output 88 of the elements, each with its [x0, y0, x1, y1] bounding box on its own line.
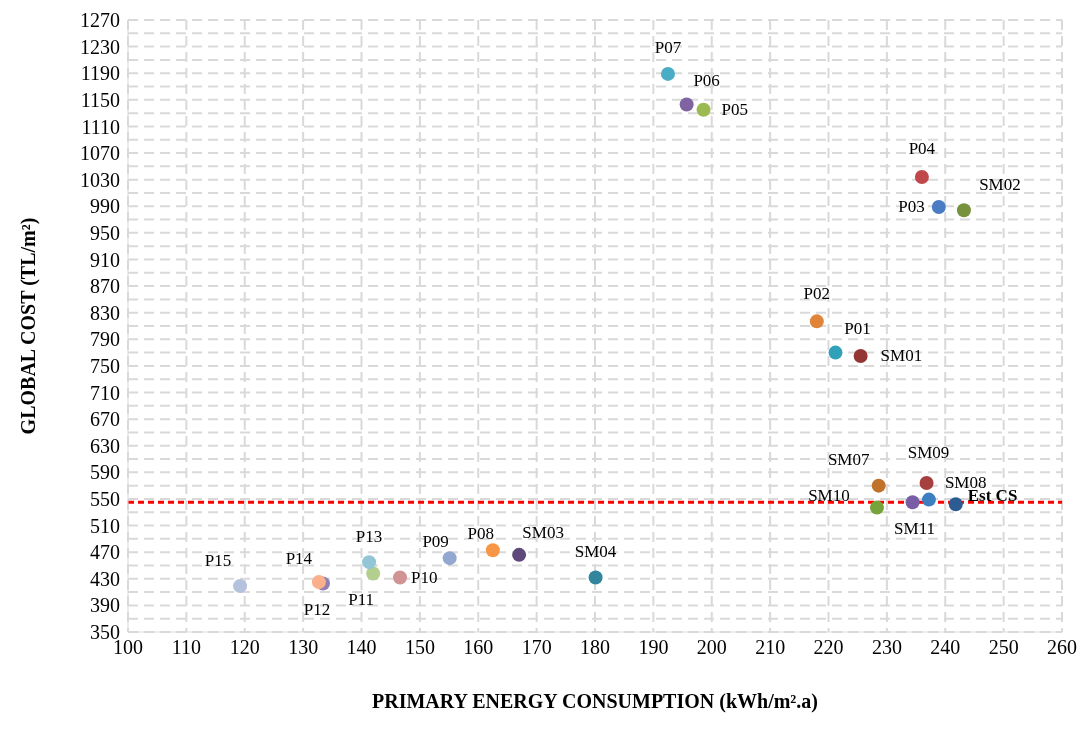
y-tick-label: 1230 — [80, 35, 120, 58]
x-tick-label: 210 — [755, 636, 786, 659]
y-tick-label: 710 — [90, 381, 120, 404]
x-tick-label: 240 — [930, 636, 961, 659]
point — [948, 497, 963, 512]
point — [919, 475, 934, 490]
series-label: SM01 — [880, 346, 923, 366]
y-tick-label: 510 — [90, 514, 120, 537]
series-label: P06 — [693, 70, 720, 90]
point — [914, 169, 929, 184]
y-tick-label: 990 — [90, 195, 120, 218]
x-tick-label: 230 — [871, 636, 902, 659]
point — [679, 97, 694, 112]
x-tick-label: 140 — [346, 636, 377, 659]
x-tick-label: 110 — [171, 636, 202, 659]
point — [956, 203, 971, 218]
series-label: SM02 — [979, 174, 1021, 194]
y-tick-label: 790 — [90, 328, 120, 351]
point — [871, 478, 886, 493]
x-tick-label: 160 — [463, 636, 494, 659]
x-tick-label: 260 — [1047, 636, 1077, 659]
x-axis-title: PRIMARY ENERGY CONSUMPTION (kWh/m².a) — [371, 690, 819, 713]
x-tick-label: 130 — [288, 636, 319, 659]
x-tick-label: 190 — [638, 636, 669, 659]
point — [362, 555, 377, 570]
point — [393, 570, 408, 585]
series-label: P05 — [721, 100, 749, 120]
x-tick-label: 180 — [580, 636, 610, 659]
series-label: P04 — [908, 139, 936, 159]
point — [809, 314, 824, 329]
y-tick-label: 1270 — [80, 9, 120, 32]
y-tick-label: 910 — [90, 248, 120, 271]
point — [869, 500, 884, 515]
series-label: P03 — [898, 197, 925, 217]
series-label: P10 — [411, 567, 438, 587]
series-label: P15 — [204, 550, 232, 570]
y-tick-label: 1070 — [80, 142, 120, 165]
point — [485, 543, 500, 558]
x-tick-label: 200 — [696, 636, 727, 659]
y-tick-label: 630 — [90, 434, 120, 457]
series-label: SM10 — [808, 486, 850, 506]
point — [588, 570, 603, 585]
point — [512, 547, 527, 562]
x-tick-label: 120 — [229, 636, 260, 659]
x-tick-label: 150 — [404, 636, 435, 659]
series-label: P07 — [654, 38, 682, 58]
x-tick-label: 220 — [813, 636, 844, 659]
y-tick-label: 830 — [90, 301, 120, 324]
series-label: P01 — [844, 319, 871, 339]
point — [233, 579, 248, 594]
series-label: P09 — [422, 531, 449, 551]
x-tick-label: 170 — [521, 636, 552, 659]
point — [311, 575, 326, 590]
series-label: SM07 — [827, 450, 870, 470]
point — [921, 492, 936, 507]
x-tick-label: 250 — [988, 636, 1019, 659]
series-label: SM03 — [522, 523, 564, 543]
point — [696, 102, 711, 117]
series-label: P02 — [803, 283, 831, 303]
y-tick-label: 550 — [90, 488, 120, 511]
point — [853, 348, 868, 363]
point — [442, 551, 457, 566]
point — [660, 66, 675, 81]
y-tick-label: 430 — [90, 567, 120, 590]
y-tick-label: 1110 — [81, 115, 120, 138]
y-tick-label: 1190 — [80, 62, 120, 85]
series-label: SM09 — [907, 443, 950, 463]
y-tick-label: 470 — [90, 541, 120, 564]
y-tick-label: 870 — [90, 275, 120, 298]
y-tick-label: 590 — [90, 461, 120, 484]
y-tick-label: 390 — [90, 594, 120, 617]
point — [828, 345, 843, 360]
series-label: P14 — [285, 548, 313, 568]
series-label: P08 — [467, 523, 495, 543]
y-tick-label: 750 — [90, 355, 120, 378]
series-label: P12 — [303, 599, 331, 619]
y-tick-label: 1150 — [80, 88, 120, 111]
series-label: SM11 — [894, 518, 936, 538]
point — [366, 566, 381, 581]
y-axis-title: GLOBAL COST (TL/m²) — [17, 217, 41, 435]
series-label: P13 — [355, 526, 383, 546]
point — [905, 495, 920, 510]
series-label: P11 — [348, 589, 375, 609]
y-tick-label: 950 — [90, 221, 120, 244]
y-tick-label: 670 — [90, 408, 120, 431]
y-tick-label: 1030 — [80, 168, 120, 191]
series-label: SM04 — [574, 541, 617, 561]
point — [931, 199, 946, 214]
